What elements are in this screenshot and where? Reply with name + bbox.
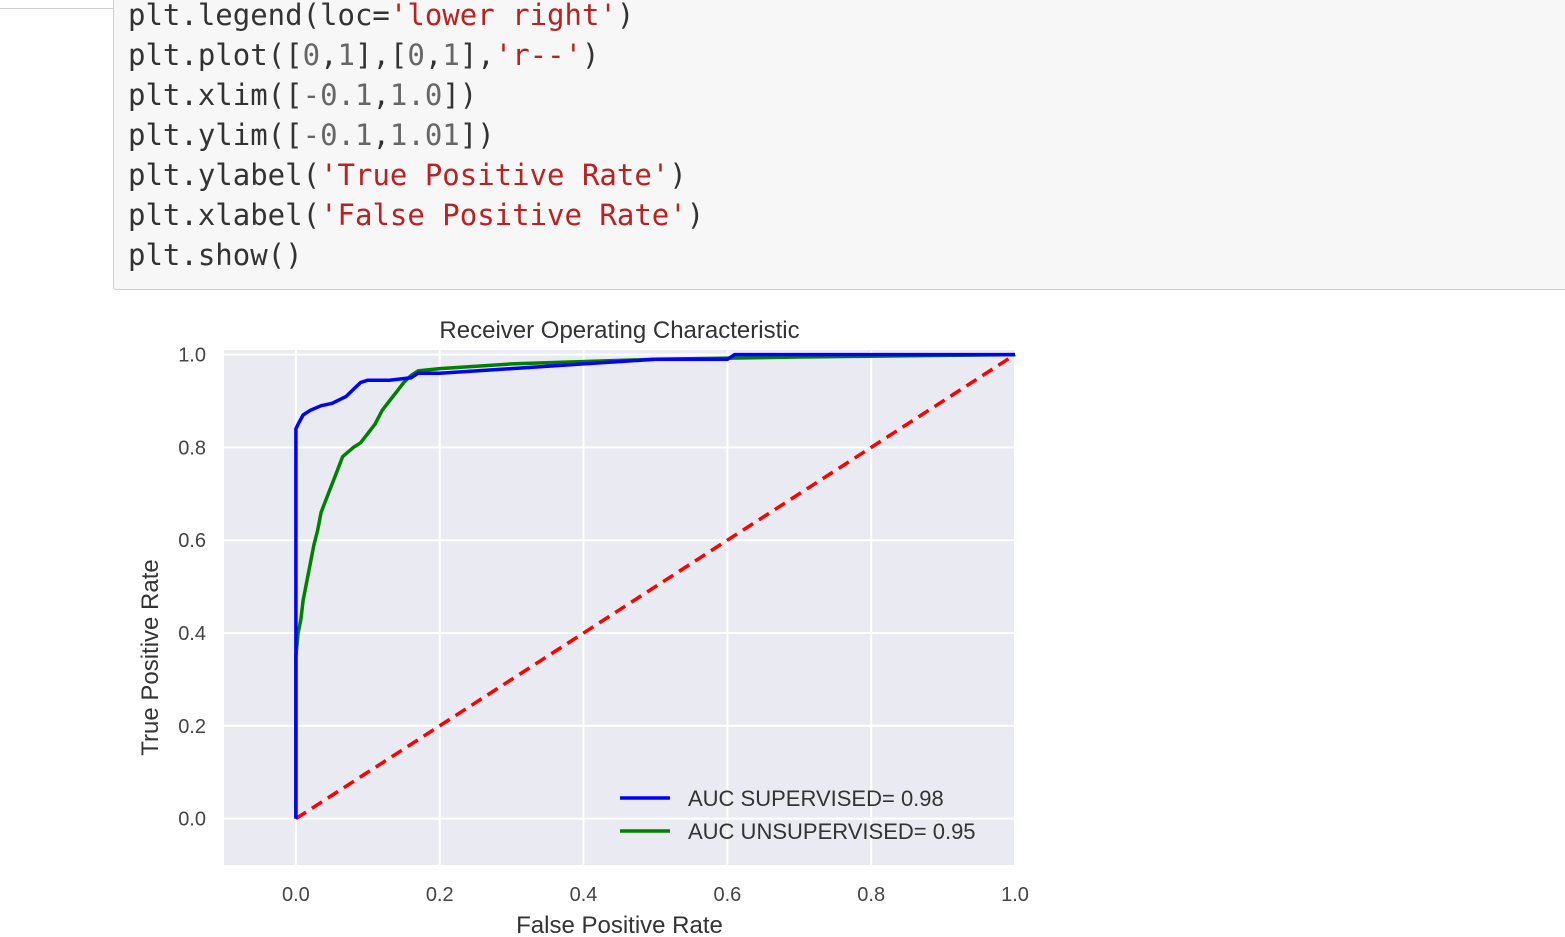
- code-token: ): [686, 198, 705, 232]
- y-tick-label: 0.2: [178, 716, 206, 738]
- code-token: ],: [459, 38, 495, 72]
- code-token: -0.1: [302, 78, 373, 112]
- x-tick-label: 0.4: [570, 884, 598, 906]
- y-tick-label: 1.0: [178, 345, 206, 367]
- code-token: ,: [424, 38, 443, 72]
- chart-title: Receiver Operating Characteristic: [439, 317, 799, 344]
- code-line: plt.plot([0,1],[0,1],'r--'): [128, 35, 600, 75]
- code-token: ],[: [355, 38, 408, 72]
- x-tick-label: 0.6: [713, 884, 741, 906]
- code-line: plt.ylim([-0.1,1.01]): [128, 115, 495, 155]
- code-token: ): [669, 158, 687, 192]
- legend-label: AUC SUPERVISED= 0.98: [688, 786, 944, 811]
- legend-label: AUC UNSUPERVISED= 0.95: [688, 819, 976, 844]
- code-token: 'False Positive Rate': [320, 198, 687, 232]
- code-line: plt.xlim([-0.1,1.0]): [128, 75, 477, 115]
- code-token: 1.01: [389, 118, 460, 152]
- code-token: 'r--': [494, 38, 583, 72]
- plot-area: [224, 350, 1015, 865]
- code-token: 1: [337, 38, 356, 72]
- code-token: 0: [407, 38, 425, 72]
- code-token: plt.ylabel(: [128, 158, 321, 192]
- y-axis-label: True Positive Rate: [137, 559, 164, 756]
- chance-diagonal-line: [294, 353, 1016, 821]
- y-tick-label: 0.4: [178, 623, 206, 645]
- unsupervised-roc-line: [294, 352, 1016, 819]
- code-token: 1.0: [389, 78, 443, 112]
- code-token: ,: [320, 38, 338, 72]
- code-token: ): [616, 0, 635, 32]
- code-token: plt.legend(loc=: [128, 0, 390, 32]
- code-token: ,: [372, 78, 390, 112]
- code-token: -0.1: [302, 118, 373, 152]
- code-token: plt.ylim([: [128, 118, 303, 152]
- code-token: ]): [442, 78, 478, 112]
- y-tick-label: 0.8: [178, 437, 206, 459]
- supervised-roc-line: [294, 352, 1015, 819]
- code-token: 1: [442, 38, 460, 72]
- legend: AUC SUPERVISED= 0.98 AUC UNSUPERVISED= 0.…: [620, 786, 976, 844]
- code-line: plt.legend(loc='lower right'): [128, 0, 634, 35]
- x-tick-label: 1.0: [1001, 884, 1029, 906]
- x-axis-label: False Positive Rate: [516, 912, 723, 937]
- code-token: plt.show(): [128, 238, 303, 272]
- code-line: plt.ylabel('True Positive Rate'): [128, 155, 687, 195]
- y-tick-label: 0.6: [178, 530, 206, 552]
- code-token: ): [582, 38, 600, 72]
- code-line: plt.xlabel('False Positive Rate'): [128, 195, 704, 235]
- code-token: ]): [459, 118, 495, 152]
- code-token: plt.plot([: [128, 38, 303, 72]
- code-line: plt.show(): [128, 235, 303, 275]
- code-token: 'True Positive Rate': [320, 158, 670, 192]
- x-tick-label: 0.0: [282, 884, 310, 906]
- code-token: ,: [372, 118, 390, 152]
- code-cell[interactable]: plt.legend(loc='lower right') plt.plot([…: [113, 0, 1565, 290]
- x-tick-label: 0.8: [857, 884, 885, 906]
- code-token: plt.xlim([: [128, 78, 303, 112]
- code-token: 0: [302, 38, 321, 72]
- series-lines: [294, 352, 1016, 821]
- code-token: 'lower right': [389, 0, 617, 32]
- x-tick-label: 0.2: [426, 884, 454, 906]
- code-token: plt.xlabel(: [128, 198, 321, 232]
- y-tick-label: 0.0: [178, 809, 206, 831]
- tick-labels: 0.0 0.2 0.4 0.6 0.8 1.0 0.0 0.2 0.4 0.6 0.8 1.0: [178, 345, 1029, 906]
